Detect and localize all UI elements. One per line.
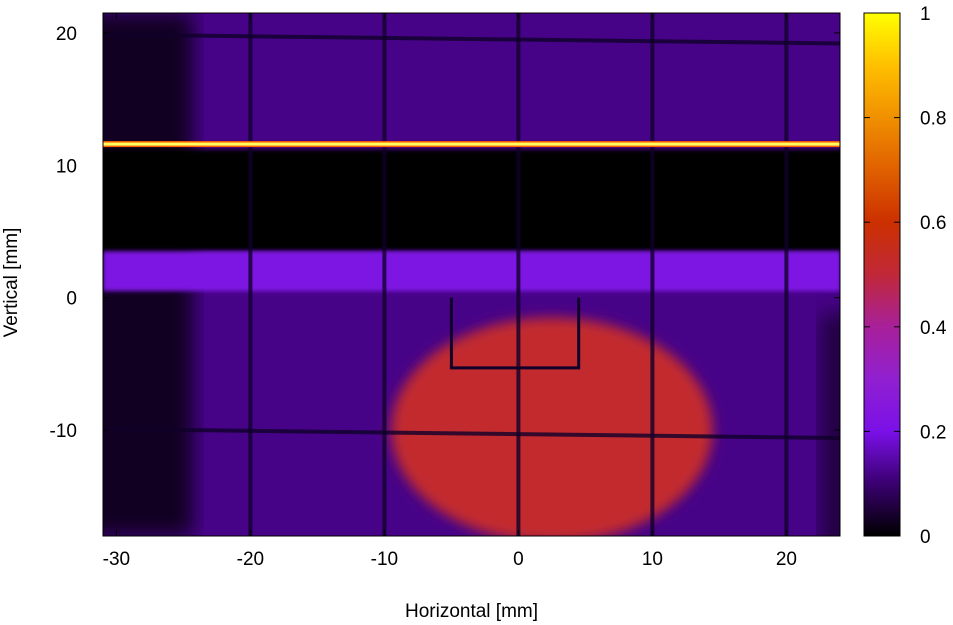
colorbar-tick-label: 0.8 bbox=[920, 109, 946, 130]
beam-spot bbox=[391, 317, 713, 536]
y-axis-title: Vertical [mm] bbox=[1, 228, 22, 338]
x-tick-label: 10 bbox=[642, 549, 663, 570]
y-axis: 20 10 0 -10 bbox=[50, 24, 840, 442]
x-tick-label: -30 bbox=[103, 549, 130, 570]
heatmap-image bbox=[103, 13, 840, 536]
grid-wire-vertical bbox=[382, 13, 387, 536]
x-tick-label: -20 bbox=[237, 549, 264, 570]
grid-wire-vertical bbox=[516, 13, 521, 536]
colorbar-tick-label: 0.2 bbox=[920, 422, 946, 443]
grid-wire-horizontal bbox=[103, 427, 840, 441]
bright-band bbox=[103, 251, 840, 292]
heatmap-right-shadow bbox=[820, 313, 840, 536]
x-tick-label: 0 bbox=[513, 549, 524, 570]
x-tick-label: -10 bbox=[371, 549, 398, 570]
x-axis: -30 -20 -10 0 10 20 bbox=[103, 13, 797, 570]
colorbar-tick-label: 0.6 bbox=[920, 213, 946, 234]
y-tick-label: -10 bbox=[50, 421, 77, 442]
grid-wire-vertical bbox=[784, 13, 789, 536]
colorbar bbox=[864, 13, 900, 536]
grid-wire-vertical bbox=[650, 13, 655, 536]
grid-wire-vertical bbox=[248, 13, 253, 536]
x-axis-title: Horizontal [mm] bbox=[405, 601, 538, 622]
y-tick-label: 20 bbox=[56, 24, 77, 45]
colorbar-tick-label: 0.4 bbox=[920, 318, 947, 339]
dark-band bbox=[103, 149, 840, 252]
hot-line bbox=[103, 142, 840, 146]
colorbar-frame bbox=[863, 12, 901, 537]
x-tick-label: 20 bbox=[776, 549, 797, 570]
plot-frame bbox=[102, 12, 841, 537]
grid-wire-horizontal bbox=[103, 32, 840, 46]
y-tick-label: 0 bbox=[66, 289, 77, 310]
y-tick-label: 10 bbox=[56, 156, 77, 177]
aperture-frame bbox=[449, 297, 581, 370]
colorbar-axis: 1 0.8 0.6 0.4 0.2 0 bbox=[864, 4, 947, 548]
colorbar-tick-label: 1 bbox=[920, 4, 931, 25]
colorbar-tick-label: 0 bbox=[920, 527, 931, 548]
